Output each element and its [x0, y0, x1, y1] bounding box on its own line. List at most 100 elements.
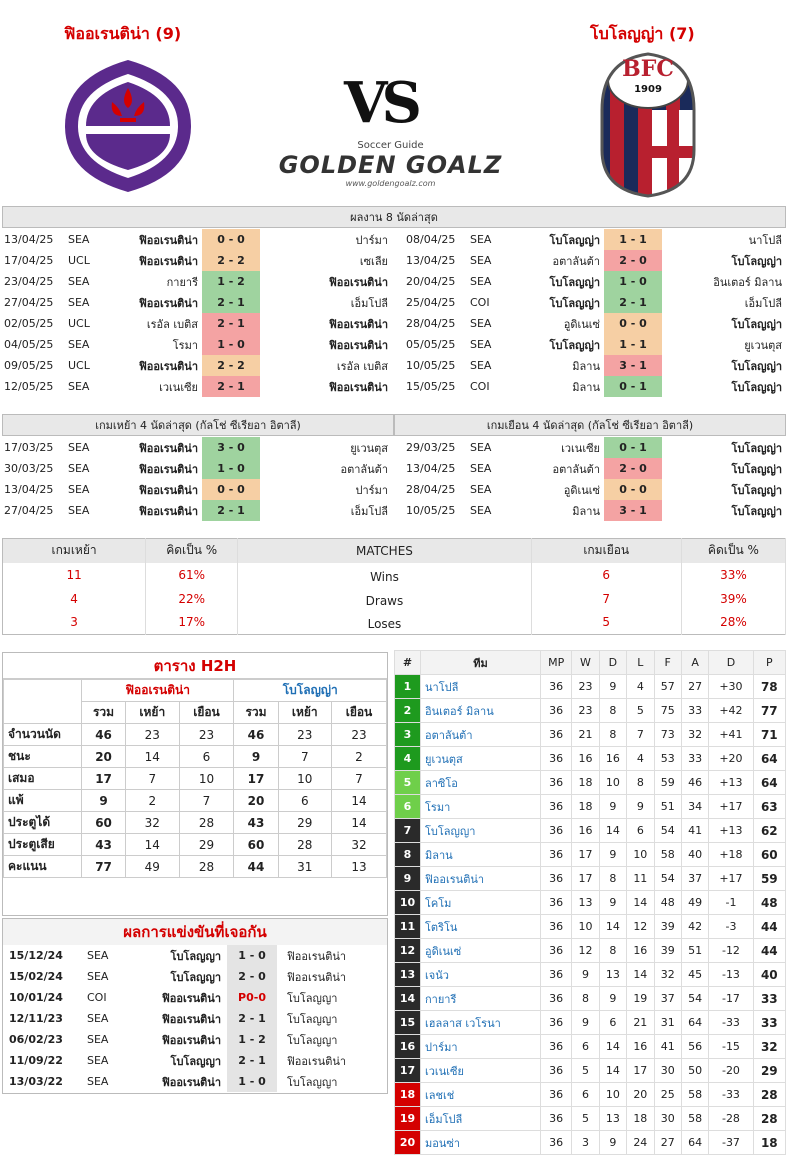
league-stat: 8 — [626, 770, 655, 795]
meeting-row: 10/01/24 COI ฟิออเรนติน่า P0-0 โบโลญญา — [3, 987, 387, 1008]
league-stat: 12 — [626, 914, 655, 939]
league-stat: -3 — [708, 914, 754, 939]
league-stat: -37 — [708, 1130, 754, 1155]
stat-home-count: 11 — [2, 562, 147, 587]
h2h-value: 9 — [233, 745, 279, 768]
h2h-corner — [3, 679, 82, 724]
league-stat: 10 — [598, 1082, 628, 1107]
league-row: 19 เอ็มโปลี 36 5 13 18 30 58 -28 28 — [394, 1106, 787, 1131]
h2h-value: 13 — [331, 855, 387, 878]
league-stat: 59 — [752, 866, 787, 891]
match-row: 10/05/25 SEA มิลาน 3 - 1 โบโลญญ่า — [404, 500, 786, 521]
league-stat: 51 — [680, 938, 710, 963]
match-row: 17/03/25 SEA ฟิออเรนติน่า 3 - 0 ยูเวนตุส — [2, 437, 392, 458]
league-stat: 9 — [598, 890, 628, 915]
league-stat: 37 — [680, 866, 710, 891]
match-competition: SEA — [470, 338, 492, 351]
h2h-value: 23 — [125, 723, 180, 746]
league-stat: 5 — [571, 1106, 600, 1131]
league-stat: 32 — [752, 1034, 787, 1059]
league-stat: 59 — [653, 770, 682, 795]
match-row: 27/04/25 SEA ฟิออเรนติน่า 2 - 1 เอ็มโปลี — [2, 500, 392, 521]
league-stat: 21 — [626, 1010, 655, 1035]
league-stat: 36 — [539, 890, 573, 915]
match-row: 13/04/25 SEA อตาลันต้า 2 - 0 โบโลญญ่า — [404, 458, 786, 479]
league-stat: 18 — [752, 1130, 787, 1155]
league-stat: 4 — [626, 746, 655, 771]
brand-name: GOLDEN GOALZ — [278, 151, 503, 179]
match-score: 2 - 1 — [202, 376, 260, 397]
league-stat: 48 — [752, 890, 787, 915]
h2h-value: 20 — [233, 789, 279, 812]
league-stat: 9 — [571, 1010, 600, 1035]
h2h-value: 43 — [80, 833, 127, 856]
match-score: 2 - 0 — [604, 458, 662, 479]
h2h-value: 23 — [277, 723, 333, 746]
match-score: 0 - 0 — [202, 229, 260, 250]
league-stat: 24 — [626, 1130, 655, 1155]
league-col-header: ทีม — [420, 650, 541, 675]
h2h-col-header: เหย้า — [125, 701, 180, 724]
match-competition: UCL — [68, 359, 90, 372]
meeting-competition: SEA — [87, 1012, 109, 1025]
h2h-value: 7 — [178, 789, 235, 812]
meeting-home: ฟิออเรนติน่า — [161, 1075, 221, 1089]
h2h-value: 46 — [80, 723, 127, 746]
match-date: 20/04/25 — [406, 275, 456, 288]
league-stat: 17 — [626, 1058, 655, 1083]
league-stat: 58 — [680, 1082, 710, 1107]
stat-away-pct: 28% — [681, 610, 787, 635]
home-team: กายารี — [166, 275, 198, 289]
league-stat: 31 — [653, 1010, 682, 1035]
match-date: 12/05/25 — [4, 380, 54, 393]
league-stat: 7 — [626, 722, 655, 747]
league-row: 1 นาโปลี 36 23 9 4 57 27 +30 78 — [394, 674, 787, 699]
meeting-home: ฟิออเรนติน่า — [161, 1033, 221, 1047]
league-stat: 10 — [626, 842, 655, 867]
match-score: 2 - 1 — [202, 500, 260, 521]
league-stat: 8 — [571, 986, 600, 1011]
league-stat: 21 — [571, 722, 600, 747]
home-recent-table: 13/04/25 SEA ฟิออเรนติน่า 0 - 0 ปาร์มา 17/04/… — [2, 229, 392, 397]
h2h-value: 46 — [233, 723, 279, 746]
away-team: โบโลญญ่า — [731, 462, 782, 476]
league-stat: 36 — [539, 1034, 573, 1059]
match-score: 0 - 1 — [604, 376, 662, 397]
h2h-value: 49 — [125, 855, 180, 878]
h2h-value: 23 — [331, 723, 387, 746]
league-stat: 6 — [598, 1010, 628, 1035]
league-team: โตริโน — [420, 914, 541, 939]
league-stat: 49 — [680, 890, 710, 915]
h2h-value: 9 — [80, 789, 127, 812]
away-team: ปาร์มา — [355, 483, 389, 497]
away-team: โบโลญญ่า — [731, 504, 782, 518]
meeting-home: ฟิออเรนติน่า — [161, 991, 221, 1005]
league-stat: 34 — [680, 794, 710, 819]
stat-col-away: เกมเยือน — [531, 538, 682, 563]
league-stat: 14 — [626, 890, 655, 915]
league-position: 13 — [394, 962, 421, 987]
league-stat: -15 — [708, 1034, 754, 1059]
league-team: เลชเช่ — [420, 1082, 541, 1107]
league-stat: 9 — [598, 842, 628, 867]
home-team: ฟิออเรนติน่า — [138, 296, 198, 310]
meeting-score: 1 - 2 — [227, 1029, 277, 1050]
h2h-value: 44 — [233, 855, 279, 878]
league-stat: 23 — [571, 698, 600, 723]
league-stat: 33 — [680, 698, 710, 723]
league-stat: 41 — [680, 818, 710, 843]
league-position: 20 — [394, 1130, 421, 1155]
match-competition: SEA — [68, 296, 90, 309]
match-score: 2 - 0 — [604, 250, 662, 271]
match-date: 09/05/25 — [4, 359, 54, 372]
home-team: ฟิออเรนติน่า — [138, 504, 198, 518]
league-stat: 6 — [571, 1082, 600, 1107]
away-team: ปาร์มา — [355, 233, 389, 247]
league-stat: 9 — [571, 962, 600, 987]
match-row: 27/04/25 SEA ฟิออเรนติน่า 2 - 1 เอ็มโปลี — [2, 292, 392, 313]
league-stat: -28 — [708, 1106, 754, 1131]
meeting-away: โบโลญญา — [287, 1012, 338, 1026]
match-competition: SEA — [68, 338, 90, 351]
league-stat: 33 — [752, 1010, 787, 1035]
league-stat: 23 — [571, 674, 600, 699]
